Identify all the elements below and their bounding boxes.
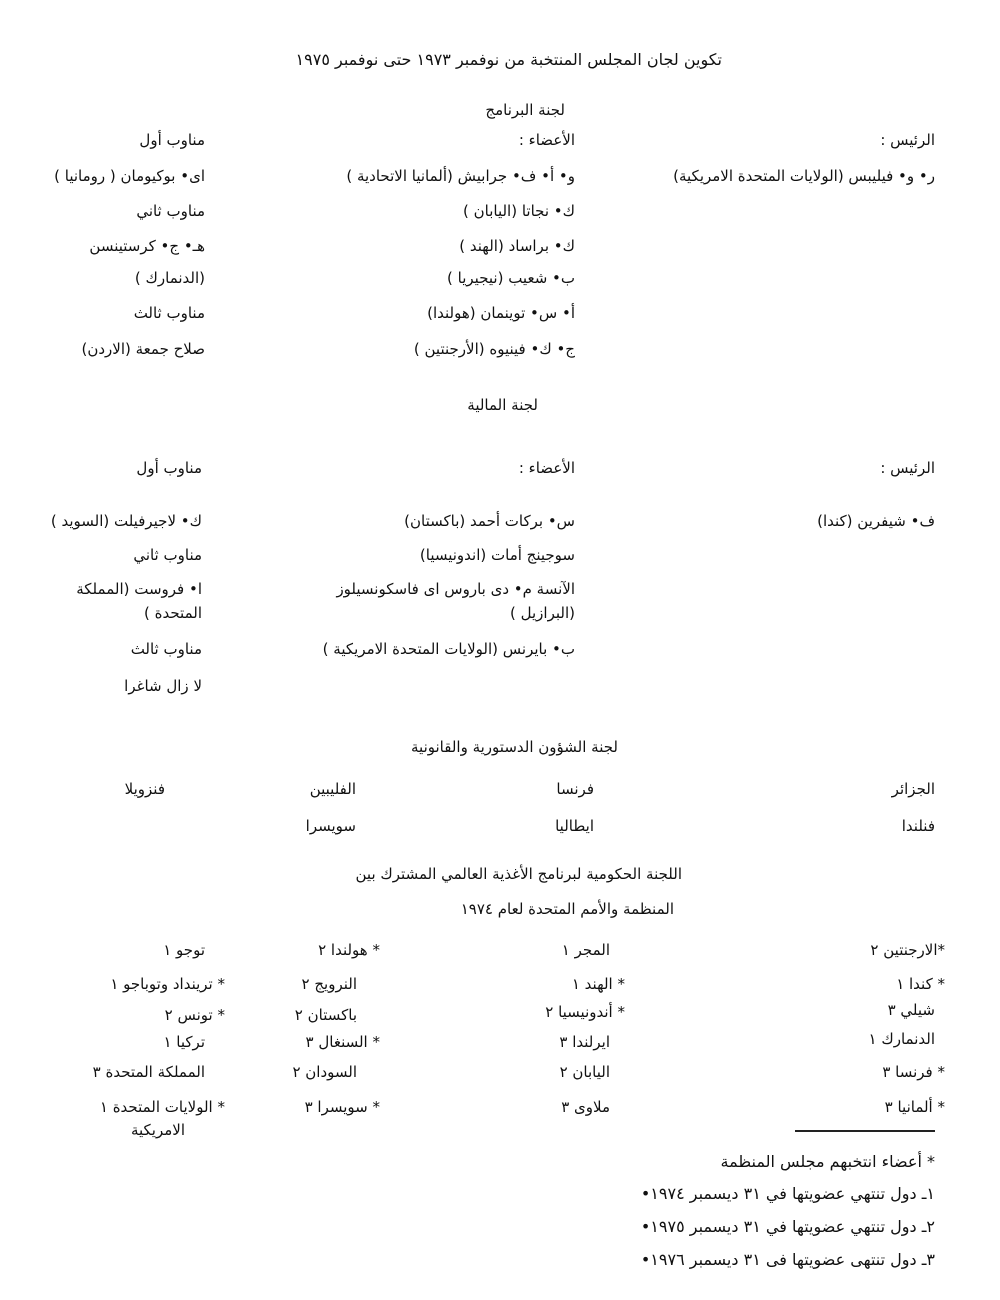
wfp-member: الدنمارك ١ <box>868 1030 935 1048</box>
finance-members-label: الأعضاء : <box>518 459 575 477</box>
wfp-member: الامريكية <box>130 1121 185 1139</box>
finance-member: سوجينج أمات (اندونيسيا) <box>419 546 575 564</box>
wfp-member: * سويسرا ٣ <box>304 1098 380 1116</box>
program-chair: ر• و• فيليبس (الولايات المتحدة الامريكية… <box>673 167 935 185</box>
constitutional-member: فرنسا <box>556 780 594 798</box>
wfp-member: * الهند ١ <box>571 975 625 993</box>
program-alternate: مناوب ثالث <box>133 304 205 322</box>
wfp-member: تركيا ١ <box>163 1033 205 1051</box>
wfp-member: * تونس ٢ <box>164 1006 225 1024</box>
finance-alternate: مناوب أول <box>136 459 202 477</box>
footnote: ٢ـ دول تنتهي عضويتها في ٣١ ديسمبر ١٩٧٥• <box>640 1217 935 1236</box>
program-alternate: (الدنمارك ) <box>134 269 205 287</box>
program-alternate: مناوب أول <box>139 131 205 149</box>
constitutional-member: فنزويلا <box>124 780 165 798</box>
constitutional-member: فنلندا <box>901 817 935 835</box>
finance-alternate: المتحدة ) <box>144 604 202 622</box>
wfp-member: النرويج ٢ <box>301 975 357 993</box>
footnote: ١ـ دول تنتهي عضويتها في ٣١ ديسمبر ١٩٧٤• <box>640 1184 935 1203</box>
wfp-member: اليابان ٢ <box>559 1063 610 1081</box>
wfp-member: المجر ١ <box>561 941 610 959</box>
program-member: ج• ك• فينيوه (الأرجنتين ) <box>413 340 575 358</box>
program-alternate: اى• بوكيومان ( رومانيا ) <box>54 167 205 185</box>
wfp-heading-line2: المنظمة والأمم المتحدة لعام ١٩٧٤ <box>460 900 674 918</box>
wfp-member: ملاوى ٣ <box>561 1098 610 1116</box>
constitutional-member: سويسرا <box>305 817 356 835</box>
footnote: * أعضاء انتخبهم مجلس المنظمة <box>720 1152 935 1171</box>
wfp-member: * الولايات المتحدة ١ <box>99 1098 225 1116</box>
finance-member: الآنسة م• دى باروس اى فاسكونسيلوز <box>336 580 575 598</box>
wfp-heading-line1: اللجنة الحكومية لبرنامج الأغذية العالمي … <box>355 865 682 883</box>
program-alternate: صلاح جمعة (الاردن) <box>81 340 206 358</box>
program-member: ب• شعيب (نيجيريا ) <box>447 269 575 287</box>
constitutional-member: ايطاليا <box>555 817 594 835</box>
wfp-member: توجو ١ <box>163 941 205 959</box>
finance-committee-heading: لجنة المالية <box>467 396 538 414</box>
finance-alternate: مناوب ثالث <box>130 640 202 658</box>
constitutional-member: الفليبين <box>309 780 356 798</box>
program-committee-heading: لجنة البرنامج <box>485 101 565 119</box>
finance-chair: ف• شيفرين (كندا) <box>817 512 935 530</box>
program-alternate: هـ• ج• كرستينسن <box>89 237 205 255</box>
wfp-member: * كندا ١ <box>896 975 945 993</box>
wfp-member: * هولندا ٢ <box>318 941 380 959</box>
constitutional-member: الجزائر <box>891 780 935 798</box>
wfp-member: السودان ٢ <box>292 1063 357 1081</box>
program-member: و• أ• ف• جرابيش (ألمانيا الاتحادية ) <box>346 167 575 185</box>
finance-alternate: لا زال شاغرا <box>124 677 202 695</box>
program-members-label: الأعضاء : <box>518 131 575 149</box>
finance-alternate: ك• لاجيرفيلت (السويد ) <box>50 512 202 530</box>
document-title: تكوين لجان المجلس المنتخبة من نوفمبر ١٩٧… <box>295 50 722 69</box>
wfp-member: * ترينداد وتوباجو ١ <box>110 975 225 993</box>
program-member: ك• نجاتا (اليابان ) <box>463 202 575 220</box>
program-member: ك• براساد (الهند ) <box>459 237 575 255</box>
wfp-member: * السنغال ٣ <box>305 1033 380 1051</box>
program-member: أ• س• توينمان (هولندا) <box>427 304 575 322</box>
footnote-divider <box>795 1130 935 1132</box>
wfp-member: *الارجنتين ٢ <box>870 941 945 959</box>
finance-member: ب• بايرنس (الولايات المتحدة الامريكية ) <box>322 640 575 658</box>
program-chair-label: الرئيس : <box>880 131 935 149</box>
constitutional-committee-heading: لجنة الشؤون الدستورية والقانونية <box>411 738 618 756</box>
wfp-member: شيلي ٣ <box>887 1001 935 1019</box>
wfp-member: * ألمانيا ٣ <box>884 1098 945 1116</box>
finance-member: س• بركات أحمد (باكستان) <box>404 512 575 530</box>
finance-alternate: مناوب ثاني <box>133 546 202 564</box>
wfp-member: * أندونيسيا ٢ <box>545 1003 625 1021</box>
finance-alternate: ا• فروست (المملكة <box>76 580 202 598</box>
finance-member: (البرازيل ) <box>510 604 575 622</box>
finance-chair-label: الرئيس : <box>880 459 935 477</box>
wfp-member: * فرنسا ٣ <box>882 1063 945 1081</box>
footnote: ٣ـ دول تنتهى عضويتها فى ٣١ ديسمبر ١٩٧٦• <box>640 1250 935 1269</box>
wfp-member: ايرلندا ٣ <box>559 1033 610 1051</box>
program-alternate: مناوب ثاني <box>136 202 205 220</box>
wfp-member: باكستان ٢ <box>294 1006 357 1024</box>
wfp-member: المملكة المتحدة ٣ <box>92 1063 205 1081</box>
